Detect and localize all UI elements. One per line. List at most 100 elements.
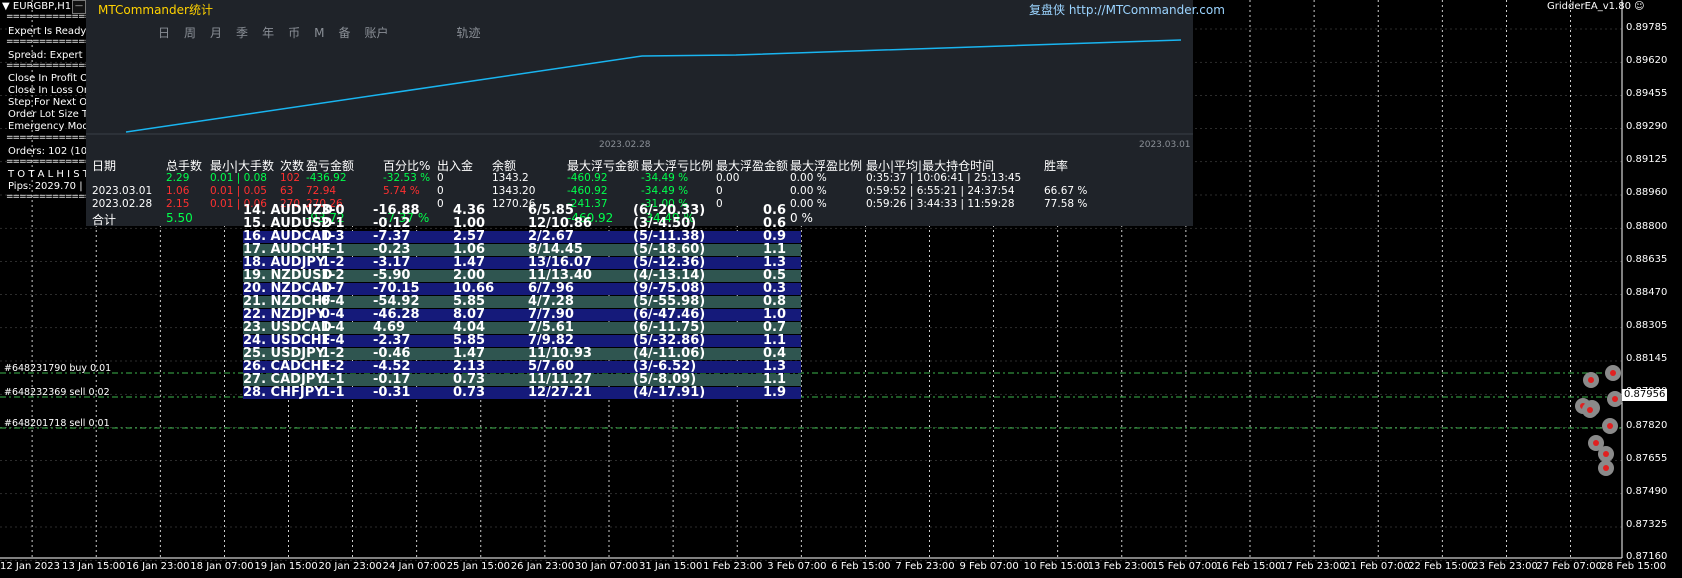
pair-cell: -3.17 (373, 255, 411, 270)
price-tick: 0.87325 (1626, 519, 1668, 530)
price-tick: 0.89125 (1626, 154, 1668, 165)
pair-cell: -16.88 (373, 203, 420, 218)
stats-tab[interactable]: 月 (210, 26, 223, 40)
time-tick: 28 Feb 15:00 (1600, 561, 1667, 572)
chart-date-left: 2023.02.28 (599, 140, 651, 150)
pair-row: 25. USDJPY 1-2 -0.46 1.47 11/10.93 (4/-11.06)… (243, 346, 801, 361)
pair-cell: (4/-11.06) (633, 346, 706, 361)
stats-tab[interactable]: 年 (262, 26, 275, 40)
time-tick: 19 Jan 15:00 (254, 561, 318, 572)
pair-cell: 1-2 (321, 268, 345, 283)
stats-tab[interactable]: M (314, 26, 325, 40)
price-tick: 0.88470 (1626, 287, 1668, 298)
pair-cell: 1-4 (321, 320, 345, 335)
pair-cell: 13/16.07 (528, 255, 592, 270)
time-tick: 26 Jan 23:00 (510, 561, 575, 572)
pair-cell: -0.31 (373, 385, 411, 400)
pair-row: 26. CADCHF 1-2 -4.52 2.13 5/7.60 (3/-6.52) 1.3 (243, 359, 801, 374)
pair-cell: 1.47 (453, 255, 486, 270)
pair-cell: 7/9.82 (528, 333, 574, 348)
pair-cell: 2-1 (321, 216, 345, 231)
time-tick: 24 Jan 07:00 (382, 561, 446, 572)
price-tick: 0.89785 (1626, 22, 1668, 33)
trade-label[interactable]: #648201718 sell 0.01 (4, 418, 110, 429)
stats-tab[interactable]: 备 (338, 26, 351, 40)
stats-header: 盈亏金额 (306, 159, 355, 173)
brand-link[interactable]: 复盘侠 http://MTCommander.com (1029, 3, 1225, 17)
stats-header: 余额 (492, 159, 517, 173)
pair-row: 17. AUDCHF 1-1 -0.23 1.06 8/14.45 (5/-18.60) 1… (243, 242, 801, 257)
pair-cell: 1.06 (453, 242, 486, 257)
symbol-label: ▼ EURGBP,H1 (2, 1, 72, 12)
stats-header: 最大浮亏金额 (567, 159, 640, 173)
trade-label[interactable]: #648231790 buy 0.01 (4, 363, 112, 374)
stats-cell: 0:35:37 | 10:06:41 | 25:13:45 (866, 172, 1022, 184)
stats-tab[interactable]: 账户 (364, 26, 389, 40)
stats-cell: -31.00 % (641, 198, 689, 210)
pair-cell: -0.46 (373, 346, 411, 361)
pair-cell: 4.69 (373, 320, 406, 335)
pair-cell: 17. AUDCHF (243, 242, 331, 257)
stats-tab[interactable]: 轨迹 (456, 26, 481, 40)
stats-header: 最小|大手数 (210, 159, 275, 173)
time-tick: 13 Feb 23:00 (1087, 561, 1154, 572)
current-price-label: 0.87956 (1622, 389, 1668, 401)
time-tick: 12 Jan 2023 (0, 561, 60, 572)
time-tick: 13 Jan 15:00 (62, 561, 126, 572)
stats-tab[interactable]: 日 (158, 26, 171, 40)
pair-cell: 0.4 (763, 346, 787, 361)
trade-marker-dot (1603, 465, 1609, 471)
price-tick: 0.88960 (1626, 187, 1668, 198)
stats-cell: 0.01 | 0.06 (210, 198, 267, 210)
pair-cell: 2.00 (453, 268, 486, 283)
pair-cell: 6/5.85 (528, 203, 574, 218)
pair-cell: -46.28 (373, 307, 420, 322)
price-tick: 0.89290 (1626, 121, 1668, 132)
pair-cell: -4.52 (373, 359, 411, 374)
pair-row: 18. AUDJPY 1-2 -3.17 1.47 13/16.07 (5/-12.36)… (243, 255, 801, 270)
pair-row: 21. NZDCHF 0-4 -54.92 5.85 4/7.28 (5/-55.98) 0… (243, 294, 801, 309)
pair-cell: 21. NZDCHF (243, 294, 331, 309)
stats-tab[interactable]: 币 (288, 26, 301, 40)
trade-label[interactable]: #648232369 sell 0.02 (4, 387, 110, 398)
pair-cell: 0.3 (763, 281, 787, 296)
pair-cell: 8.07 (453, 307, 486, 322)
stats-cell: -7.37 % (383, 211, 430, 225)
stats-cell: -460.92 (567, 172, 608, 184)
stats-header: 百分比% (383, 159, 431, 173)
stats-cell: -436.92 (306, 172, 347, 184)
price-tick: 0.88145 (1626, 353, 1668, 364)
pair-cell: 11/11.27 (528, 372, 592, 387)
pair-cell: 1-2 (321, 255, 345, 270)
stats-cell: -460.92 (567, 211, 614, 225)
pair-cell: 0.8 (763, 294, 787, 309)
time-tick: 9 Feb 07:00 (959, 561, 1019, 572)
pair-cell: 27. CADJPY (243, 372, 325, 387)
stats-cell: 0:59:26 | 3:44:33 | 11:59:28 (866, 198, 1015, 210)
pair-cell: 5.85 (453, 294, 486, 309)
pair-cell: 7/7.90 (528, 307, 574, 322)
stats-cell: 0.00 % (790, 185, 827, 197)
stats-window[interactable]: MTCommander统计 复盘侠 http://MTCommander.com… (72, 0, 1225, 227)
stats-tabs[interactable]: 日周月季年币 M 备账户 轨迹 (158, 22, 495, 41)
stats-cell: 77.58 % (1044, 198, 1088, 210)
equity-line (125, 39, 1182, 133)
pair-cell: 0.6 (763, 203, 787, 218)
stats-cell: 0:59:52 | 6:55:21 | 24:37:54 (866, 185, 1015, 197)
time-tick: 20 Jan 23:00 (318, 561, 382, 572)
trade-marker-dot (1593, 440, 1599, 446)
pair-cell: -2.37 (373, 333, 411, 348)
pair-cell: 19. NZDUSD (243, 268, 333, 283)
stats-cell: 5.50 (166, 211, 193, 225)
stats-tab[interactable]: 季 (236, 26, 249, 40)
pair-cell: (3/-6.52) (633, 359, 697, 374)
setting-label: Order Lot Size Type (8, 109, 105, 120)
pair-cell: 2/2.67 (528, 229, 574, 244)
stats-cell: -34.49 % (641, 211, 695, 225)
price-tick: 0.88305 (1626, 320, 1668, 331)
stats-tab[interactable]: 周 (184, 26, 197, 40)
minimize-button[interactable]: — (72, 0, 86, 14)
time-tick: 3 Feb 07:00 (767, 561, 827, 572)
pair-row: 20. NZDCAD 1-7 -70.15 10.66 6/7.96 (9/-75.08)… (243, 281, 801, 296)
stats-title: MTCommander统计 (98, 3, 213, 17)
